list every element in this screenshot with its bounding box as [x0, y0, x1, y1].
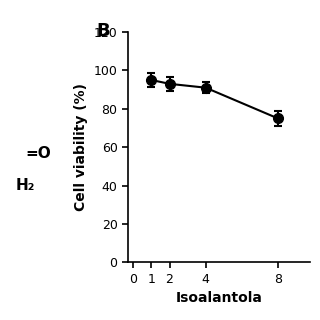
Text: B: B: [96, 22, 110, 40]
X-axis label: Isoalantola: Isoalantola: [176, 292, 263, 305]
Text: H₂: H₂: [16, 178, 36, 193]
Text: =O: =O: [26, 146, 51, 161]
Y-axis label: Cell viability (%): Cell viability (%): [74, 83, 88, 211]
